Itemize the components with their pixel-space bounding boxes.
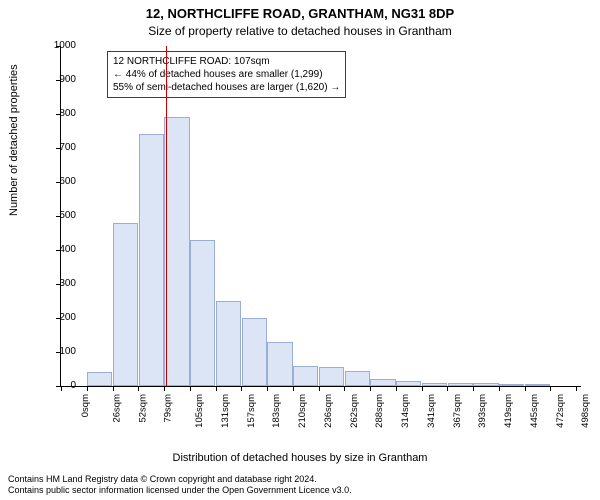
x-tick — [550, 386, 551, 391]
x-tick-label: 26sqm — [111, 394, 122, 423]
x-tick-label: 236sqm — [323, 394, 334, 428]
y-axis-label: Number of detached properties — [8, 64, 20, 216]
chart-footer: Contains HM Land Registry data © Crown c… — [8, 474, 592, 496]
x-tick — [87, 386, 88, 391]
property-size-chart: 12, NORTHCLIFFE ROAD, GRANTHAM, NG31 8DP… — [0, 0, 600, 500]
histogram-bar — [242, 318, 267, 386]
x-tick-label: 210sqm — [297, 394, 308, 428]
x-tick — [319, 386, 320, 391]
y-tick-label: 600 — [36, 176, 76, 187]
x-tick-label: 472sqm — [554, 394, 565, 428]
chart-title-sub: Size of property relative to detached ho… — [0, 24, 600, 38]
x-tick-label: 445sqm — [529, 394, 540, 428]
y-tick-label: 500 — [36, 210, 76, 221]
x-tick — [241, 386, 242, 391]
x-tick — [396, 386, 397, 391]
annotation-line-1: 12 NORTHCLIFFE ROAD: 107sqm — [113, 55, 340, 68]
y-tick-label: 400 — [36, 244, 76, 255]
histogram-bar — [422, 383, 447, 386]
y-tick-label: 700 — [36, 142, 76, 153]
x-tick-label: 0sqm — [80, 394, 91, 417]
histogram-bar — [164, 117, 189, 386]
histogram-bar — [448, 383, 473, 386]
x-tick — [576, 386, 577, 391]
x-tick — [447, 386, 448, 391]
x-tick — [267, 386, 268, 391]
y-tick-label: 1000 — [36, 40, 76, 51]
x-tick-label: 52sqm — [137, 394, 148, 423]
x-tick-label: 288sqm — [374, 394, 385, 428]
property-marker-line — [166, 46, 167, 386]
y-tick-label: 100 — [36, 346, 76, 357]
x-tick — [293, 386, 294, 391]
x-tick — [138, 386, 139, 391]
x-tick — [190, 386, 191, 391]
histogram-bar — [190, 240, 215, 386]
histogram-bar — [525, 384, 550, 386]
x-tick-label: 262sqm — [348, 394, 359, 428]
y-tick-label: 200 — [36, 312, 76, 323]
x-tick-label: 498sqm — [580, 394, 591, 428]
chart-title-main: 12, NORTHCLIFFE ROAD, GRANTHAM, NG31 8DP — [0, 6, 600, 21]
x-tick-label: 157sqm — [245, 394, 256, 428]
x-tick-label: 79sqm — [163, 394, 174, 423]
x-tick — [216, 386, 217, 391]
histogram-bar — [113, 223, 138, 386]
x-tick — [422, 386, 423, 391]
x-tick — [370, 386, 371, 391]
y-tick-label: 800 — [36, 108, 76, 119]
x-tick — [525, 386, 526, 391]
histogram-bar — [345, 371, 370, 386]
histogram-bar — [139, 134, 164, 386]
footer-line-2: Contains public sector information licen… — [8, 485, 592, 496]
histogram-bar — [319, 367, 344, 386]
x-tick-label: 393sqm — [477, 394, 488, 428]
footer-line-1: Contains HM Land Registry data © Crown c… — [8, 474, 592, 485]
histogram-bar — [293, 366, 318, 386]
x-tick — [113, 386, 114, 391]
x-tick-label: 131sqm — [220, 394, 231, 428]
x-axis-label: Distribution of detached houses by size … — [0, 452, 600, 464]
histogram-bar — [87, 372, 112, 386]
histogram-bar — [499, 384, 524, 386]
x-tick-label: 419sqm — [503, 394, 514, 428]
annotation-line-2: ← 44% of detached houses are smaller (1,… — [113, 68, 340, 81]
x-tick-label: 367sqm — [451, 394, 462, 428]
x-tick — [164, 386, 165, 391]
histogram-bar — [267, 342, 292, 386]
y-tick-label: 0 — [36, 380, 76, 391]
x-tick-label: 314sqm — [400, 394, 411, 428]
x-tick-label: 341sqm — [426, 394, 437, 428]
histogram-bar — [396, 381, 421, 386]
x-tick — [473, 386, 474, 391]
x-tick — [499, 386, 500, 391]
histogram-bar — [473, 383, 498, 386]
x-tick-label: 105sqm — [194, 394, 205, 428]
x-tick — [344, 386, 345, 391]
histogram-bar — [370, 379, 395, 386]
x-tick-label: 183sqm — [271, 394, 282, 428]
annotation-box: 12 NORTHCLIFFE ROAD: 107sqm ← 44% of det… — [107, 51, 346, 98]
histogram-bar — [216, 301, 241, 386]
y-tick-label: 900 — [36, 74, 76, 85]
y-tick-label: 300 — [36, 278, 76, 289]
plot-area: 12 NORTHCLIFFE ROAD: 107sqm ← 44% of det… — [60, 46, 581, 387]
annotation-line-3: 55% of semi-detached houses are larger (… — [113, 81, 340, 94]
